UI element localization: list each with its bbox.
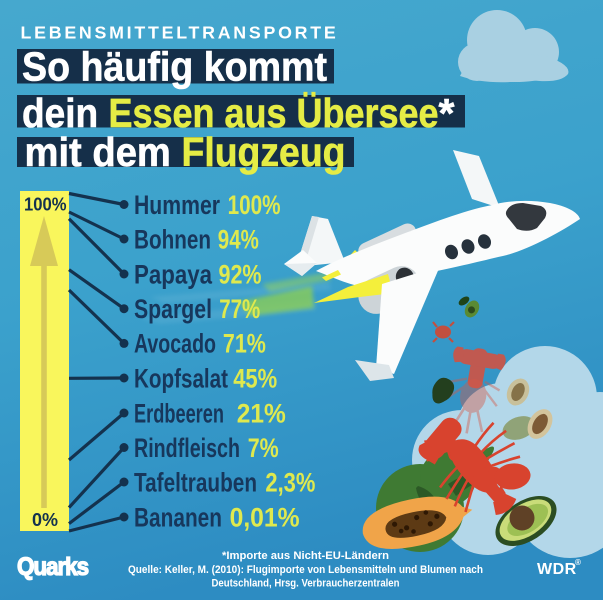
svg-text:WDR: WDR <box>537 561 577 578</box>
svg-text:So häufig kommt: So häufig kommt <box>22 44 327 90</box>
svg-text:100%: 100% <box>24 195 67 215</box>
svg-text:Deutschland, Hrsg. Verbraucher: Deutschland, Hrsg. Verbraucherzentralen <box>212 577 400 589</box>
svg-text:*Importe aus Nicht-EU-Ländern: *Importe aus Nicht-EU-Ländern <box>222 550 389 562</box>
svg-text:Quelle: Keller, M. (2010): Flu: Quelle: Keller, M. (2010): Flugimporte v… <box>128 564 483 576</box>
svg-text:mit dem Flugzeug: mit dem Flugzeug <box>25 129 346 175</box>
svg-text:0%: 0% <box>32 510 58 530</box>
svg-text:®: ® <box>575 558 581 567</box>
svg-text:LEBENSMITTELTRANSPORTE: LEBENSMITTELTRANSPORTE <box>21 23 339 43</box>
svg-text:Quarks: Quarks <box>17 553 88 581</box>
svg-text:dein Essen aus Übersee*: dein Essen aus Übersee* <box>22 90 455 136</box>
